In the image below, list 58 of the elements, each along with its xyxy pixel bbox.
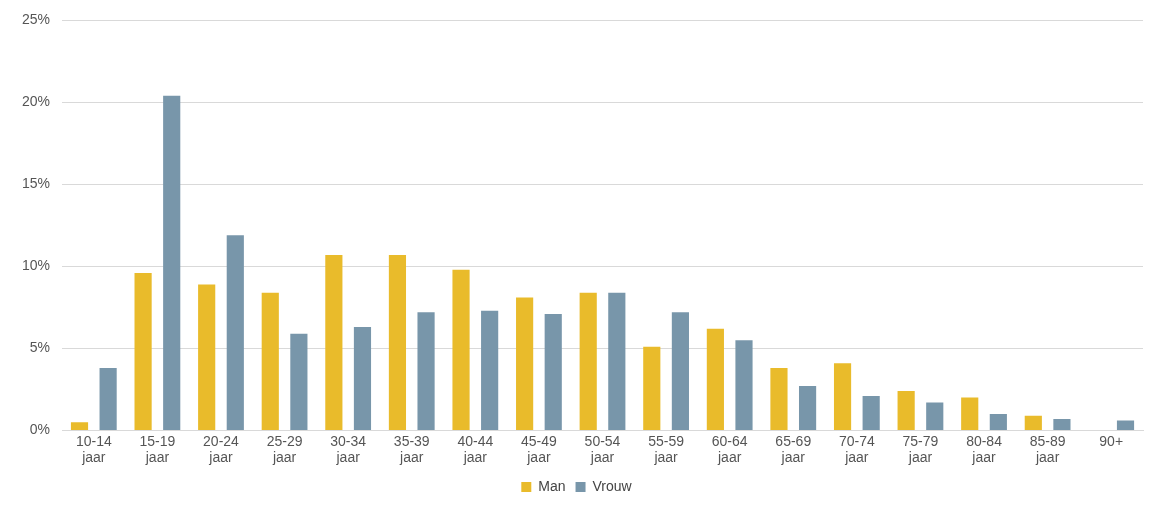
bar (862, 395, 880, 430)
bar (770, 368, 788, 430)
bar (99, 368, 117, 430)
legend-label: Vrouw (592, 477, 633, 494)
y-tick-label: 10% (21, 257, 51, 274)
bar (163, 95, 181, 430)
bar (643, 346, 661, 430)
bar (325, 254, 343, 430)
bar (926, 402, 944, 430)
bar (261, 292, 279, 430)
bar (1116, 420, 1135, 430)
x-tick-label: 75-79 jaar (902, 432, 939, 466)
x-tick-label: 35-39 jaar (393, 432, 430, 466)
y-tick-label: 0% (29, 421, 51, 438)
x-tick-label: 40-44 jaar (457, 432, 494, 466)
legend-label: Man (538, 477, 566, 494)
bar (481, 310, 499, 430)
y-tick-label: 5% (29, 339, 51, 356)
bar (1053, 418, 1071, 430)
bar (706, 328, 724, 430)
bar (833, 363, 852, 430)
x-tick-label: 70-74 jaar (838, 432, 875, 466)
x-tick-label: 85-89 jaar (1029, 432, 1066, 466)
x-tick-label: 60-64 jaar (711, 432, 748, 466)
y-tick-label: 25% (21, 11, 51, 28)
bar (226, 235, 244, 430)
x-tick-label: 65-69 jaar (775, 432, 812, 466)
bar (961, 397, 979, 430)
x-tick-label: 50-54 jaar (584, 432, 621, 466)
x-tick-label: 45-49 jaar (521, 432, 558, 466)
bar (516, 297, 534, 430)
bar (70, 422, 89, 430)
bar (671, 312, 689, 430)
bar (897, 391, 915, 430)
bar (198, 284, 216, 430)
bar (989, 414, 1007, 430)
bar (353, 327, 372, 430)
bar (290, 333, 308, 430)
x-tick-label: 20-24 jaar (203, 432, 240, 466)
x-tick-label: 10-14 jaar (75, 432, 112, 466)
x-tick-label: 30-34 jaar (330, 432, 367, 466)
bar (735, 340, 753, 430)
bar (1024, 415, 1042, 430)
bar (134, 272, 152, 430)
bar (544, 313, 562, 430)
x-tick-label: 55-59 jaar (648, 432, 685, 466)
y-tick-label: 15% (21, 175, 51, 192)
bar (798, 386, 817, 430)
x-tick-label: 80-84 jaar (966, 432, 1003, 466)
x-tick-label: 25-29 jaar (266, 432, 303, 466)
bar (608, 292, 626, 430)
bar (417, 312, 435, 430)
bar (452, 269, 470, 430)
y-tick-label: 20% (21, 93, 51, 110)
bar (579, 292, 597, 430)
x-tick-label: 90+ (1099, 432, 1124, 449)
bar (388, 254, 407, 430)
x-tick-label: 15-19 jaar (139, 432, 176, 466)
